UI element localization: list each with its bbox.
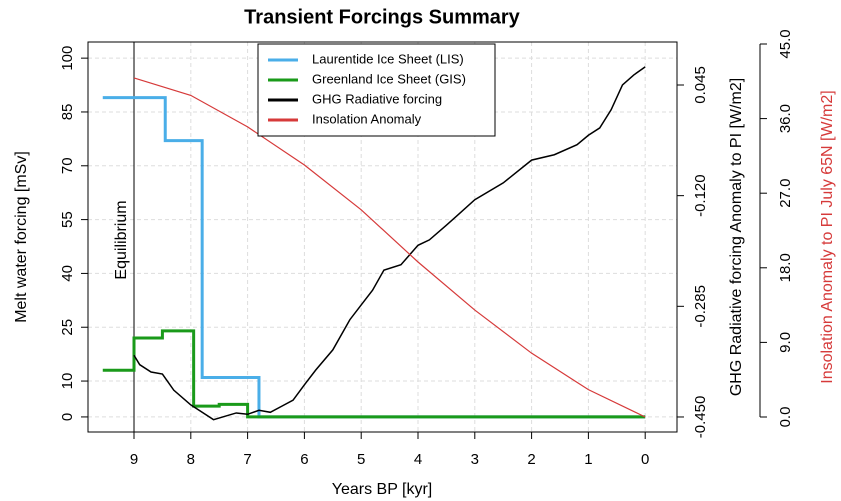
y3-tick-label: 9.0 (777, 332, 794, 353)
x-tick-label: 1 (584, 451, 592, 468)
y3-tick-label: 0.0 (777, 407, 794, 428)
y-tick-label: 25 (59, 319, 76, 336)
y3-tick-label: 27.0 (777, 179, 794, 208)
y-tick-label: 40 (59, 265, 76, 282)
legend-label: GHG Radiative forcing (312, 91, 442, 106)
x-tick-label: 8 (187, 451, 195, 468)
y-axis-label: Melt water forcing [mSv] (13, 151, 30, 323)
y2-axis-label: GHG Radiative forcing Anomaly to PI [W/m… (728, 78, 745, 396)
data-line (102, 329, 646, 419)
chart-title: Transient Forcings Summary (244, 6, 521, 28)
y3-tick-label: 18.0 (777, 253, 794, 282)
y3-axis-label: Insolation Anomaly to PI July 65N [W/m2] (819, 90, 836, 383)
y-tick-label: 0 (59, 413, 76, 421)
x-axis-label: Years BP [kyr] (332, 481, 433, 498)
x-tick-label: 4 (414, 451, 422, 468)
x-tick-label: 7 (243, 451, 251, 468)
plot-frame (87, 41, 678, 433)
y-tick-label: 70 (59, 157, 76, 174)
y3-tick-label: 45.0 (777, 29, 794, 58)
data-line (133, 66, 646, 421)
y2-tick-label: -0.450 (692, 396, 709, 439)
x-tick-label: 3 (471, 451, 479, 468)
y3-tick-label: 36.0 (777, 104, 794, 133)
y-tick-label: 55 (59, 211, 76, 228)
y-tick-label: 100 (59, 46, 76, 71)
x-tick-label: 9 (130, 451, 138, 468)
annotation-text: Equilibrium (113, 200, 130, 279)
y2-tick-label: -0.120 (692, 174, 709, 217)
data-line (102, 96, 646, 419)
y2-tick-label: 0.045 (692, 66, 709, 104)
x-tick-label: 6 (300, 451, 308, 468)
legend-label: Laurentide Ice Sheet (LIS) (312, 51, 464, 66)
data-line (133, 77, 646, 418)
legend-label: Greenland Ice Sheet (GIS) (312, 71, 466, 86)
x-tick-label: 2 (527, 451, 535, 468)
x-tick-label: 5 (357, 451, 365, 468)
legend-label: Insolation Anomaly (312, 111, 422, 126)
y-tick-label: 85 (59, 104, 76, 121)
x-tick-label: 0 (641, 451, 649, 468)
y2-tick-label: -0.285 (692, 285, 709, 328)
y-tick-label: 10 (59, 373, 76, 390)
